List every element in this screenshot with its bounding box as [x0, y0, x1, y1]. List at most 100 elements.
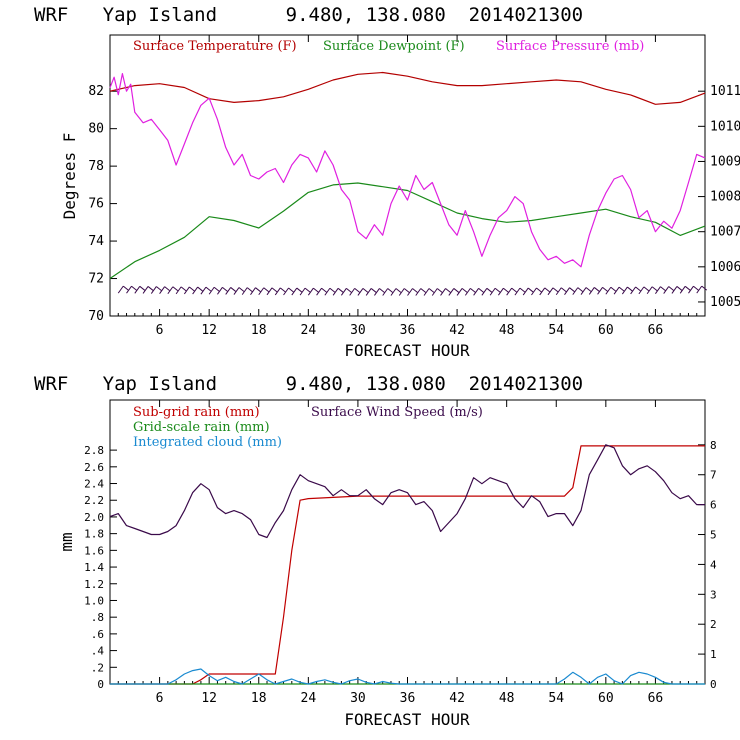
x-tick-label: 60 [598, 323, 614, 338]
wind-barb-staff [291, 287, 298, 296]
wind-barb-flag [618, 286, 625, 292]
wind-barb-staff [564, 287, 570, 295]
legend-surface-pressure: Surface Pressure (mb) [496, 39, 644, 54]
y-tick-label: 1.8 [84, 528, 104, 541]
y-tick-label: 72 [88, 272, 104, 287]
y2-tick-label: 1007 [710, 225, 740, 240]
wind-barb-staff [407, 288, 413, 296]
y-tick-label: 2.0 [84, 511, 104, 524]
y2-tick-label: 6 [710, 499, 717, 512]
wind-barb-staff [192, 286, 199, 295]
y-tick-label: .4 [91, 645, 105, 658]
wind-barb-staff [134, 286, 141, 294]
wind-barb-staff [415, 288, 422, 296]
wind-barb-flag [552, 287, 559, 293]
wind-barb-staff [159, 286, 165, 294]
wind-barb-staff [572, 287, 579, 295]
y-tick-label: 70 [88, 309, 104, 324]
wind-barb-staff [126, 285, 132, 294]
wind-barb-staff [646, 286, 653, 295]
wind-barb-flag [164, 286, 170, 292]
y-tick-label: 1.4 [84, 561, 104, 574]
wind-barb-flag [189, 286, 195, 292]
y-tick-label: 78 [88, 159, 104, 174]
wind-barb-flag [602, 286, 608, 292]
legend-integrated-cloud: Integrated cloud (mm) [133, 435, 282, 450]
wind-barb-flag [288, 287, 294, 293]
wind-barb-flag [246, 287, 253, 292]
y-tick-label: .6 [91, 628, 104, 641]
wind-barb-flag [569, 287, 575, 293]
wind-barb-staff [258, 287, 265, 296]
y-tick-label: 1.0 [84, 594, 104, 607]
wind-barb-staff [423, 288, 430, 296]
wind-barb-flag [296, 287, 303, 293]
top-y-ticks: 70 72 74 76 78 80 82 [88, 84, 117, 324]
wind-barb-flag [370, 288, 377, 293]
wind-barb-flag [271, 287, 278, 293]
wind-barb-flag [577, 287, 584, 292]
wind-barb-staff [497, 287, 504, 296]
y-tick-label: 82 [88, 84, 104, 99]
wind-barb-staff [283, 287, 289, 296]
wind-barb-staff [332, 288, 339, 296]
wind-barb-staff [241, 287, 248, 295]
top-x-ticks: 6 12 18 24 30 36 42 48 54 60 66 [117, 35, 698, 338]
wind-barb-flag [511, 287, 517, 293]
wind-barb-flag [478, 287, 484, 293]
wind-barb-staff [390, 288, 397, 296]
wind-barb-flag [313, 287, 319, 293]
x-tick-label: 66 [648, 691, 664, 706]
wind-barb-staff [316, 287, 323, 296]
bottom-chart-title: WRF Yap Island 9.480, 138.080 2014021300 [34, 373, 583, 395]
y-tick-label: 80 [88, 122, 104, 137]
x-tick-label: 48 [499, 691, 515, 706]
wind-barb-staff [489, 287, 496, 296]
bottom-series-group [109, 444, 705, 685]
wind-barb-staff [299, 287, 306, 296]
wind-barb-staff [621, 286, 628, 295]
wind-barb-staff [679, 286, 686, 294]
x-tick-label: 6 [156, 323, 164, 338]
y-tick-label: 74 [88, 234, 104, 249]
wind-barb-flag [593, 287, 600, 292]
x-tick-label: 30 [350, 691, 366, 706]
wind-barb-staff [208, 286, 215, 295]
wind-barb-staff [217, 287, 223, 295]
wind-barb-flag [213, 286, 220, 292]
x-tick-label: 30 [350, 323, 366, 338]
legend-subgrid-rain: Sub-grid rain (mm) [133, 405, 260, 420]
y-tick-label: 1.6 [84, 544, 104, 557]
wind-barb-staff [250, 287, 256, 295]
wind-barb-flag [610, 286, 617, 292]
wind-barb-flag [379, 288, 385, 293]
bottom-x-ticks: 6 12 18 24 30 36 42 48 54 60 66 [117, 400, 698, 706]
wind-barb-flag [701, 285, 708, 291]
wind-barb-flag [321, 287, 327, 293]
wind-barb-flag [684, 285, 691, 291]
top-y-axis-label: Degrees F [60, 133, 79, 220]
wind-barb-staff [307, 287, 314, 296]
wind-barb-staff [274, 287, 281, 296]
wind-barb-staff [431, 288, 438, 296]
wind-barb-staff [663, 286, 670, 294]
wind-barb-staff [448, 288, 455, 296]
wind-barb-flag [453, 288, 460, 293]
wind-barb-staff [514, 287, 521, 296]
wind-barb-staff [150, 286, 157, 294]
wind-barb-flag [304, 287, 311, 293]
wind-barb-staff [374, 288, 380, 296]
y2-tick-label: 1011 [710, 84, 740, 99]
wind-barb-staff [638, 286, 645, 295]
legend-surface-temperature: Surface Temperature (F) [133, 39, 297, 54]
wind-barb-flag [643, 286, 650, 292]
wind-barb-flag [230, 287, 237, 292]
wind-barb-flag [560, 287, 567, 293]
y2-tick-label: 8 [710, 439, 717, 452]
wind-barb-staff [266, 287, 273, 296]
wind-barb-flag [486, 287, 493, 293]
y-tick-label: 76 [88, 197, 104, 212]
top-series-group [109, 71, 706, 279]
surface-pressure-mb-line [109, 72, 706, 268]
